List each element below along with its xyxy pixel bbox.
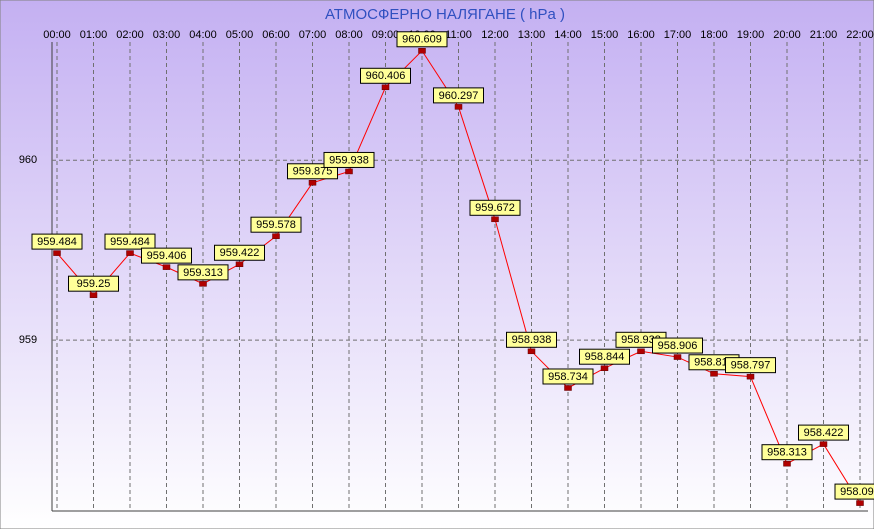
marker (199, 281, 207, 287)
x-tick-label: 11:00 (445, 29, 472, 41)
marker (673, 354, 682, 360)
data-label: 958.797 (731, 360, 771, 372)
data-label: 958.422 (804, 427, 844, 439)
label-box (360, 67, 411, 84)
x-tick-label: 19:00 (737, 29, 765, 41)
label-box (177, 264, 229, 281)
marker (783, 460, 791, 467)
label-box (433, 87, 484, 104)
label-box (469, 199, 521, 216)
marker (235, 261, 244, 268)
data-label: 959.484 (110, 236, 150, 248)
marker (381, 84, 390, 91)
x-tick-label: 21:00 (810, 29, 838, 41)
label-box (506, 331, 557, 348)
x-tick-label: 05:00 (226, 29, 254, 41)
marker (53, 250, 61, 256)
marker (527, 348, 536, 355)
x-tick-label: 01:00 (80, 29, 108, 41)
marker (819, 441, 828, 447)
data-label: 959.938 (329, 154, 369, 166)
label-box (834, 483, 874, 500)
x-tick-label: 15:00 (591, 29, 619, 41)
x-tick-label: 14:00 (554, 29, 582, 41)
x-tick-label: 17:00 (664, 29, 692, 41)
x-tick-label: 09:00 (372, 29, 400, 41)
marker (491, 216, 499, 223)
data-label: 958.906 (658, 340, 698, 352)
data-label: 959.313 (183, 267, 223, 279)
x-tick-label: 04:00 (189, 29, 217, 41)
label-box (104, 233, 156, 250)
data-label: 959.672 (475, 202, 515, 214)
x-tick-label: 07:00 (299, 29, 327, 41)
chart-title: АТМОСФЕРНО НАЛЯГАНЕ ( hPa ) (325, 6, 565, 23)
x-tick-label: 13:00 (518, 29, 546, 41)
label-box (141, 247, 192, 264)
marker (162, 264, 171, 270)
data-label: 958.813 (694, 357, 734, 369)
marker (600, 365, 609, 371)
label-box (214, 244, 265, 261)
x-tick-label: 06:00 (262, 29, 290, 41)
marker (418, 48, 426, 54)
marker (345, 168, 353, 175)
x-tick-label: 00:00 (43, 29, 71, 41)
x-tick-label: 02:00 (116, 29, 144, 41)
data-label: 958.313 (767, 447, 807, 459)
data-label: 959.875 (293, 166, 333, 178)
marker (710, 371, 718, 377)
x-tick-label: 22:00 (846, 29, 874, 41)
x-tick-label: 16:00 (627, 29, 655, 41)
data-label: 958.844 (585, 351, 625, 363)
marker (564, 385, 572, 391)
label-box (68, 275, 119, 292)
data-label: 959.406 (147, 250, 187, 262)
x-tick-label: 03:00 (153, 29, 181, 41)
x-tick-label: 08:00 (335, 29, 363, 41)
marker (89, 292, 98, 298)
label-box (798, 424, 849, 441)
data-label: 958.094 (840, 486, 874, 498)
x-tick-label: 12:00 (481, 29, 509, 41)
marker (272, 233, 280, 239)
data-label: 960.609 (402, 34, 442, 46)
label-box (652, 337, 703, 354)
label-box (323, 151, 375, 168)
label-box (396, 31, 448, 48)
marker (454, 104, 463, 110)
marker (746, 373, 755, 380)
label-box (761, 444, 813, 461)
data-label: 958.938 (512, 334, 552, 346)
x-tick-label: 18:00 (700, 29, 728, 41)
label-box (31, 233, 83, 250)
x-tick-label: 20:00 (773, 29, 801, 41)
label-box (725, 357, 776, 374)
data-label: 959.25 (77, 278, 111, 290)
marker (126, 250, 134, 256)
marker (856, 500, 864, 506)
data-label: 960.406 (366, 70, 406, 82)
label-box (542, 368, 594, 385)
y-tick-label: 959 (19, 334, 37, 346)
data-label: 959.484 (37, 236, 77, 248)
data-label: 959.578 (256, 219, 296, 231)
data-label: 958.938 (621, 334, 661, 346)
label-box (579, 348, 630, 365)
data-label: 959.422 (220, 247, 260, 259)
label-box (250, 216, 302, 233)
y-tick-label: 960 (19, 154, 37, 166)
data-label: 960.297 (439, 90, 479, 102)
data-label: 958.734 (548, 371, 588, 383)
marker (308, 180, 317, 186)
marker (637, 348, 645, 355)
